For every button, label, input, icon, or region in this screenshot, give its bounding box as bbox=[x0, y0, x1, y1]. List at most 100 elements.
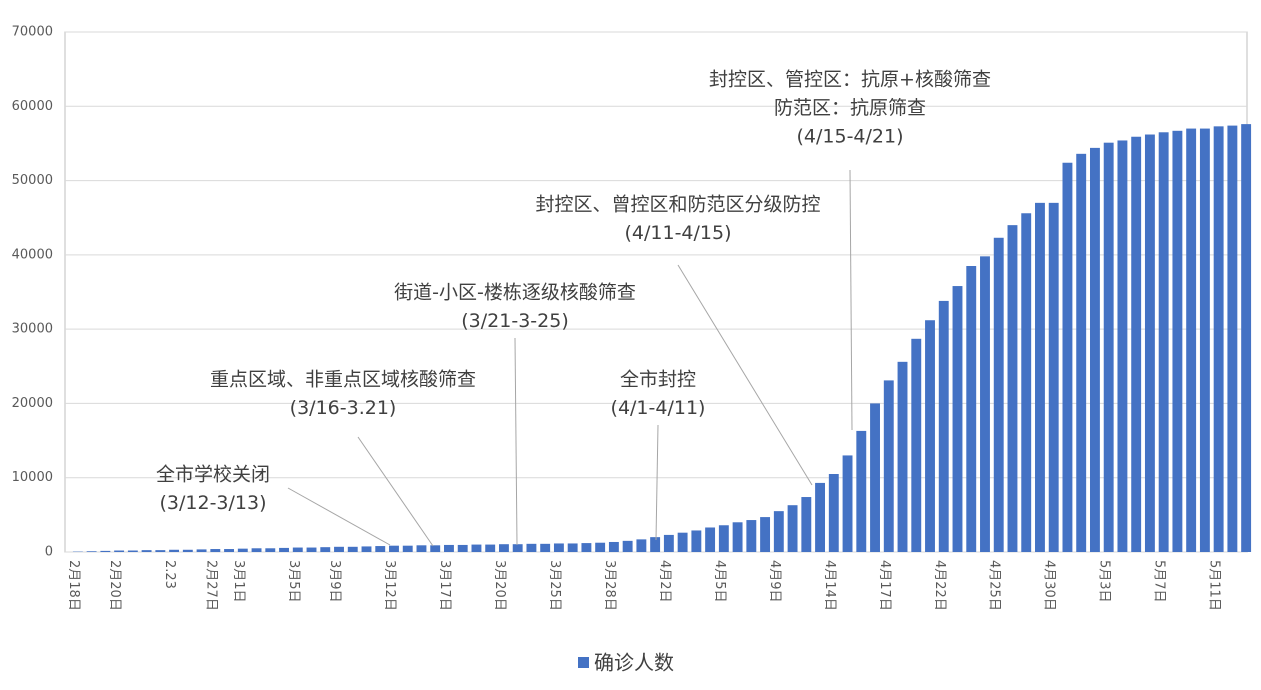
bar bbox=[1103, 142, 1114, 552]
bar bbox=[416, 545, 427, 552]
y-tick-label: 50000 bbox=[12, 173, 53, 188]
bar bbox=[389, 545, 399, 552]
x-tick-label: 3月17日 bbox=[437, 560, 452, 611]
bar bbox=[169, 549, 180, 552]
leader-line bbox=[287, 487, 391, 546]
leader-line bbox=[514, 337, 518, 546]
bar bbox=[1172, 130, 1183, 553]
bar bbox=[320, 547, 331, 552]
x-tick-label: 5月11日 bbox=[1207, 560, 1222, 611]
bar bbox=[608, 541, 619, 552]
bar bbox=[224, 549, 235, 552]
bar bbox=[677, 532, 688, 552]
x-tick-label: 2月27日 bbox=[203, 560, 218, 611]
bar bbox=[237, 548, 248, 552]
bar bbox=[705, 527, 716, 552]
bar bbox=[375, 546, 386, 552]
x-tick-label: 3月12日 bbox=[382, 560, 397, 611]
x-tick-label: 5月7日 bbox=[1152, 560, 1167, 603]
bar bbox=[718, 525, 729, 552]
bar bbox=[1035, 202, 1045, 552]
annotation-text: (3/12-3/13) bbox=[159, 492, 266, 514]
bar bbox=[430, 545, 441, 552]
y-tick-label: 20000 bbox=[12, 396, 53, 411]
bar bbox=[251, 548, 262, 552]
x-tick-label: 3月28日 bbox=[602, 560, 617, 611]
annotation-text: 封控区、管控区：抗原+核酸筛查 bbox=[709, 69, 991, 91]
bar bbox=[1117, 140, 1128, 552]
leader-line bbox=[677, 264, 813, 486]
bar bbox=[842, 455, 853, 552]
annotation-text: 全市封控 bbox=[620, 369, 696, 391]
bar bbox=[815, 482, 826, 552]
y-tick-label: 40000 bbox=[12, 247, 53, 262]
legend-label: 确诊人数 bbox=[594, 651, 674, 675]
bar bbox=[210, 549, 221, 552]
bar bbox=[306, 547, 317, 552]
bar bbox=[1076, 153, 1087, 553]
bar bbox=[471, 544, 482, 552]
bar bbox=[526, 543, 537, 552]
x-tick-label: 2月18日 bbox=[66, 560, 81, 611]
bar bbox=[182, 549, 193, 552]
x-tick-label: 3月25日 bbox=[547, 560, 562, 611]
bar bbox=[581, 543, 592, 552]
x-tick-label: 5月3日 bbox=[1097, 560, 1112, 603]
bar bbox=[402, 545, 413, 552]
bar bbox=[141, 550, 152, 552]
bar bbox=[292, 547, 303, 552]
annotation-text: 封控区、曾控区和防范区分级防控 bbox=[535, 194, 820, 216]
x-tick-label: 2.23 bbox=[162, 560, 177, 589]
y-tick-label: 70000 bbox=[12, 25, 53, 40]
bar bbox=[265, 548, 276, 552]
bar bbox=[650, 537, 661, 552]
bar bbox=[1199, 128, 1210, 553]
x-tick-label: 4月14日 bbox=[822, 560, 837, 611]
bar bbox=[993, 237, 1004, 552]
bar bbox=[155, 550, 166, 552]
x-tick-label: 4月2日 bbox=[657, 560, 672, 603]
bar bbox=[196, 549, 207, 552]
bar bbox=[870, 403, 880, 552]
bar bbox=[1241, 124, 1252, 552]
leader-line bbox=[655, 424, 659, 541]
bar bbox=[787, 505, 798, 552]
y-tick-label: 0 bbox=[45, 545, 53, 560]
bar bbox=[127, 550, 138, 552]
leader-line bbox=[357, 436, 434, 547]
annotation-text: (3/16-3.21) bbox=[290, 397, 397, 419]
bar bbox=[1213, 126, 1224, 552]
y-tick-label: 60000 bbox=[12, 99, 53, 114]
leader-line bbox=[849, 169, 853, 431]
bar bbox=[361, 546, 372, 552]
bar bbox=[86, 551, 97, 552]
bar bbox=[1186, 128, 1197, 553]
bar bbox=[622, 540, 633, 552]
x-tick-label: 4月17日 bbox=[877, 560, 892, 611]
bar bbox=[801, 497, 812, 552]
bar bbox=[347, 546, 358, 552]
x-tick-label: 2月20日 bbox=[107, 560, 122, 611]
bar bbox=[553, 543, 564, 552]
annotation-text: 防范区：抗原筛查 bbox=[774, 97, 926, 119]
bar bbox=[1144, 134, 1155, 552]
bar bbox=[1048, 202, 1059, 552]
x-tick-label: 4月9日 bbox=[767, 560, 782, 603]
bar bbox=[540, 543, 551, 552]
bar bbox=[938, 300, 949, 552]
bar bbox=[567, 543, 578, 552]
bar bbox=[691, 530, 702, 552]
bar bbox=[1158, 132, 1169, 553]
bar bbox=[512, 544, 523, 552]
bar bbox=[114, 550, 125, 552]
bar bbox=[773, 511, 784, 552]
annotation-text: 街道-小区-楼栋逐级核酸筛查 bbox=[394, 282, 636, 304]
bar bbox=[1062, 162, 1073, 552]
bar bbox=[883, 380, 894, 552]
bar bbox=[911, 338, 922, 552]
bar bbox=[980, 256, 990, 552]
bar bbox=[897, 361, 908, 552]
bar bbox=[966, 266, 977, 552]
bar bbox=[1007, 225, 1018, 552]
